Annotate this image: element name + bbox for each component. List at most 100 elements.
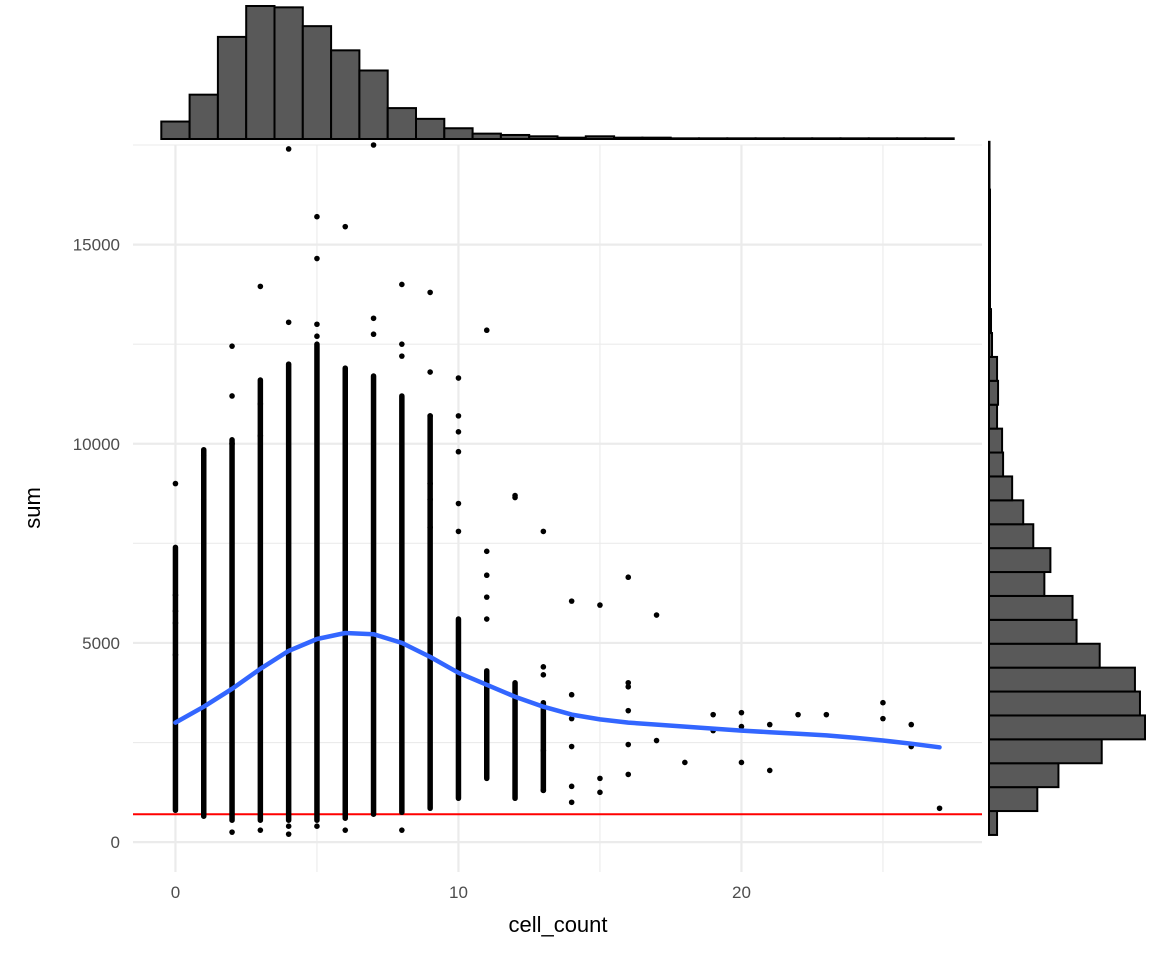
data-point (200, 452, 207, 459)
data-point (314, 255, 320, 262)
y-tick-label: 0 (111, 833, 120, 852)
data-point (370, 315, 377, 322)
top-histogram-bar (698, 137, 729, 140)
data-point (285, 146, 292, 152)
right-histogram-bar (988, 212, 992, 239)
y-tick-label: 5000 (82, 634, 120, 653)
data-point (314, 823, 320, 829)
data-point (568, 799, 575, 806)
data-point (540, 747, 547, 754)
data-point (540, 528, 547, 535)
top-histogram-bar (839, 137, 870, 140)
data-point (455, 429, 462, 435)
data-point (172, 592, 179, 598)
data-point (880, 715, 886, 722)
right-histogram-bar (988, 594, 1074, 621)
right-histogram-bar (988, 738, 1103, 765)
top-histogram-bar (471, 132, 502, 141)
data-point (257, 401, 264, 407)
data-point (427, 289, 433, 296)
data-point (370, 142, 377, 148)
right-histogram-bar (988, 690, 1141, 717)
data-point (399, 281, 405, 288)
data-point (427, 480, 433, 487)
right-histogram-bar (988, 618, 1078, 645)
y-axis-title: sum (20, 487, 45, 529)
right-histogram-bar (988, 523, 1035, 550)
data-point (455, 528, 462, 535)
right-histogram-bar (988, 188, 992, 215)
top-histogram-bar (358, 69, 389, 140)
data-point (399, 827, 405, 833)
data-point (597, 602, 603, 608)
x-tick-label: 0 (171, 883, 180, 902)
data-point (597, 775, 603, 782)
smooth-line (173, 630, 942, 750)
data-point (653, 737, 660, 744)
right-histogram-bar (988, 714, 1146, 741)
top-histogram-bar (584, 135, 616, 140)
right-histogram-bar (988, 164, 991, 191)
data-point (257, 433, 264, 439)
top-histogram-bar (443, 127, 474, 140)
data-point (399, 341, 405, 347)
top-histogram-bar (499, 133, 531, 140)
tick-labels: 0 10 20 0 5000 10000 15000 (73, 236, 751, 902)
data-point (342, 223, 349, 230)
data-point (399, 353, 405, 359)
data-point (455, 500, 462, 507)
data-point (257, 283, 264, 290)
right-histogram-bar (988, 499, 1025, 526)
data-point (314, 333, 320, 340)
y-tick-label: 10000 (73, 435, 120, 454)
top-histogram-bar (188, 93, 219, 140)
data-point (625, 707, 632, 714)
data-point (427, 524, 433, 531)
data-point (823, 711, 830, 718)
top-histogram-bar (330, 49, 361, 140)
x-tick-label: 10 (449, 883, 468, 902)
top-histogram-bar (924, 137, 955, 140)
y-tick-label: 15000 (73, 236, 120, 255)
data-point (483, 327, 490, 334)
top-histogram-bar (641, 136, 672, 141)
data-point (455, 375, 462, 381)
top-histogram-bar (726, 137, 757, 140)
top-histogram-bar (273, 6, 304, 141)
data-point (314, 213, 320, 220)
right-histogram-bar (988, 810, 999, 836)
right-histogram-bar (988, 762, 1060, 789)
data-point (172, 608, 179, 614)
data-point (172, 480, 179, 487)
data-point (483, 572, 490, 579)
data-point (795, 711, 801, 718)
top-histogram-bar (811, 137, 842, 140)
data-point (314, 321, 320, 328)
right-histogram-bar (988, 308, 993, 335)
right-histogram-bar (988, 475, 1014, 502)
right-histogram-bar (988, 427, 1004, 454)
top-histogram-bar (415, 117, 446, 141)
data-point (512, 494, 518, 501)
top-histogram-bar (896, 137, 927, 140)
right-histogram-bar (988, 403, 999, 430)
data-point (710, 711, 716, 718)
data-point (285, 831, 292, 837)
top-histogram-bar (528, 135, 559, 140)
right-histogram-bar (988, 786, 1039, 813)
right-histogram-bar (988, 355, 999, 382)
scatter-points (172, 142, 943, 837)
data-point (568, 598, 575, 604)
data-point (568, 715, 575, 722)
data-point (229, 829, 235, 835)
data-point (229, 393, 235, 399)
right-histogram-bar (988, 642, 1101, 669)
right-histogram-bar (988, 451, 1005, 478)
right-histogram-bar (988, 236, 992, 263)
data-point (653, 612, 660, 618)
data-point (936, 805, 943, 812)
data-point (568, 691, 575, 698)
data-point (285, 319, 292, 326)
right-histogram-bar (988, 140, 991, 167)
data-point (540, 672, 547, 678)
